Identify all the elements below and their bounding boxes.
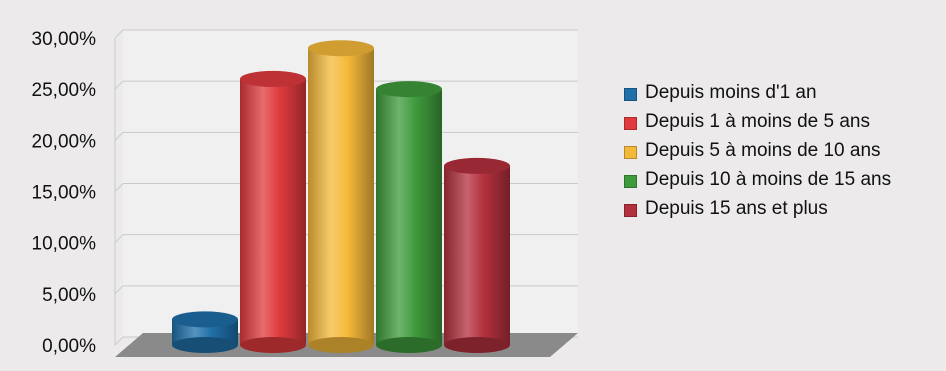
- bar: [240, 70, 306, 353]
- bar-base: [376, 337, 442, 353]
- grid-line: [114, 29, 124, 39]
- legend-item: Depuis 1 à moins de 5 ans: [624, 111, 944, 133]
- legend-swatch: [624, 204, 637, 217]
- y-tick-label: 5,00%: [42, 285, 96, 306]
- legend-label: Depuis 1 à moins de 5 ans: [645, 111, 870, 132]
- bars: [172, 40, 510, 353]
- grid-line: [114, 234, 124, 244]
- legend-swatch: [624, 117, 637, 130]
- grid-line: [114, 285, 124, 295]
- bar-base: [172, 337, 238, 353]
- bar-top: [240, 70, 306, 87]
- legend-label: Depuis 15 ans et plus: [645, 198, 828, 219]
- y-tick-label: 20,00%: [32, 131, 97, 152]
- legend-item: Depuis moins d'1 an: [624, 82, 944, 104]
- bar-base: [240, 337, 306, 353]
- y-tick-label: 25,00%: [32, 80, 97, 101]
- y-tick-label: 0,00%: [42, 336, 96, 357]
- bar-top: [444, 157, 510, 174]
- legend-item: Depuis 10 à moins de 15 ans: [624, 169, 944, 191]
- legend-swatch: [624, 88, 637, 101]
- bar-chart: 0,00% 5,00% 10,00% 15,00% 20,00% 25,00% 30,00%: [32, 29, 578, 357]
- bar-body: [444, 165, 510, 345]
- bar-base: [308, 337, 374, 353]
- bar-top: [308, 40, 374, 57]
- legend-swatch: [624, 175, 637, 188]
- bar-base: [444, 337, 510, 353]
- legend-label: Depuis 5 à moins de 10 ans: [645, 140, 881, 161]
- grid-line: [114, 336, 124, 346]
- bar-body: [240, 78, 306, 345]
- grid-line: [114, 131, 124, 141]
- bar: [444, 157, 510, 353]
- bar-top: [376, 81, 442, 98]
- legend-swatch: [624, 146, 637, 159]
- bar: [376, 81, 442, 353]
- legend-item: Depuis 15 ans et plus: [624, 198, 944, 220]
- legend-label: Depuis 10 à moins de 15 ans: [645, 169, 892, 190]
- y-tick-label: 30,00%: [32, 29, 97, 50]
- y-axis-ticks: 0,00% 5,00% 10,00% 15,00% 20,00% 25,00% 30,00%: [32, 29, 97, 357]
- bar: [308, 40, 374, 353]
- legend-label: Depuis moins d'1 an: [645, 82, 817, 103]
- y-tick-label: 15,00%: [32, 183, 97, 204]
- legend-item: Depuis 5 à moins de 10 ans: [624, 140, 944, 162]
- bar-body: [308, 48, 374, 345]
- y-tick-label: 10,00%: [32, 234, 97, 255]
- grid-line: [114, 80, 124, 90]
- bar-body: [376, 89, 442, 346]
- grid-line: [114, 183, 124, 192]
- bar: [172, 311, 238, 353]
- legend: Depuis moins d'1 an Depuis 1 à moins de …: [624, 82, 944, 227]
- bar-top: [172, 311, 238, 328]
